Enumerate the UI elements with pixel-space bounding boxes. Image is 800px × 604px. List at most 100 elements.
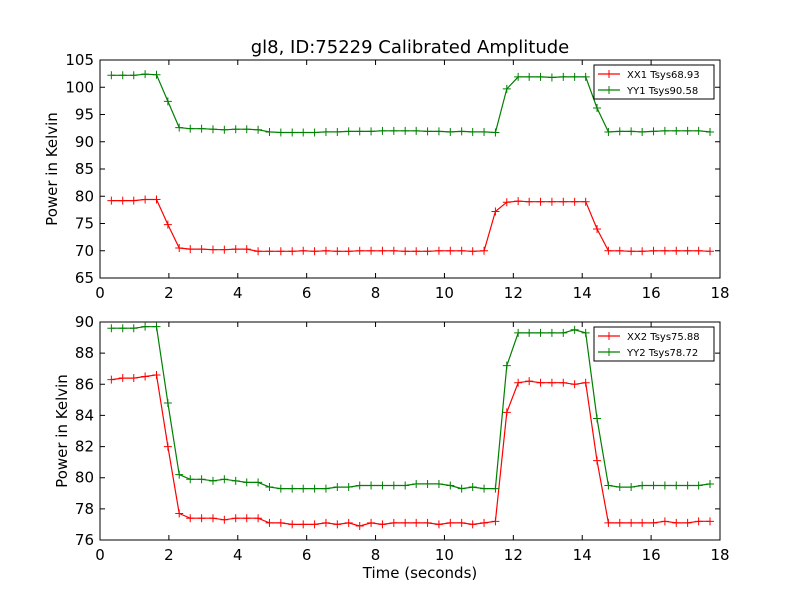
y-tick-label: 80	[75, 187, 94, 205]
data-point-marker	[615, 518, 624, 527]
data-point-marker	[502, 408, 511, 417]
data-point-marker	[265, 247, 274, 256]
data-point-marker	[367, 518, 376, 527]
x-tick-label: 8	[371, 284, 381, 302]
legend-marker	[605, 348, 613, 356]
data-point-marker	[514, 328, 523, 337]
y-tick-label: 82	[75, 438, 94, 456]
data-point-marker	[570, 325, 579, 334]
data-point-marker	[299, 128, 308, 137]
data-point-marker	[480, 518, 489, 527]
data-point-marker	[468, 520, 477, 529]
y-tick-label: 105	[65, 51, 94, 69]
data-point-marker	[581, 378, 590, 387]
data-point-marker	[491, 207, 500, 216]
data-point-marker	[276, 247, 285, 256]
data-point-marker	[457, 518, 466, 527]
data-point-marker	[107, 196, 116, 205]
data-point-marker	[344, 483, 353, 492]
data-point-marker	[502, 361, 511, 370]
chart-title: gl8, ID:75229 Calibrated Amplitude	[251, 37, 570, 58]
data-point-marker	[355, 127, 364, 136]
x-tick-label: 18	[710, 546, 729, 564]
data-point-marker	[638, 518, 647, 527]
data-point-marker	[536, 328, 545, 337]
data-point-marker	[197, 245, 206, 254]
legend-box	[593, 326, 715, 362]
top-subplot: 0 2 4 6 8 10 12 14 16 18 65 70 75 80 85 90 95 100 105 Power…	[43, 51, 730, 302]
data-point-marker	[163, 442, 172, 451]
data-point-marker	[242, 478, 251, 487]
legend-label: YY2 Tsys78.72	[626, 348, 698, 359]
data-point-marker	[129, 196, 138, 205]
data-point-marker	[288, 520, 297, 529]
data-point-marker	[129, 374, 138, 383]
data-point-marker	[672, 481, 681, 490]
data-point-marker	[649, 127, 658, 136]
data-point-marker	[627, 518, 636, 527]
data-point-marker	[401, 518, 410, 527]
data-point-marker	[163, 220, 172, 229]
x-tick-label: 2	[164, 284, 174, 302]
data-point-marker	[163, 97, 172, 106]
legend-label: YY1 Tsys90.58	[626, 86, 698, 97]
data-point-marker	[446, 127, 455, 136]
legend-marker	[605, 332, 613, 340]
data-point-marker	[446, 481, 455, 490]
y-tick-label: 90	[75, 313, 94, 331]
data-point-marker	[706, 127, 715, 136]
data-point-marker	[683, 246, 692, 255]
data-point-marker	[186, 514, 195, 523]
data-point-marker	[231, 125, 240, 134]
x-tick-label: 16	[642, 546, 661, 564]
data-point-marker	[367, 127, 376, 136]
x-tick-label: 10	[435, 546, 454, 564]
data-point-marker	[627, 247, 636, 256]
data-point-marker	[378, 246, 387, 255]
data-point-marker	[559, 197, 568, 206]
data-point-marker	[321, 484, 330, 493]
data-point-marker	[208, 514, 217, 523]
legend-label: XX2 Tsys75.88	[627, 332, 700, 343]
data-point-marker	[163, 398, 172, 407]
data-point-marker	[107, 324, 116, 333]
data-point-marker	[299, 484, 308, 493]
data-point-marker	[457, 127, 466, 136]
x-tick-label: 2	[164, 546, 174, 564]
data-point-marker	[706, 479, 715, 488]
data-point-marker	[344, 518, 353, 527]
data-point-marker	[107, 375, 116, 384]
data-point-marker	[649, 246, 658, 255]
x-tick-label: 4	[233, 284, 243, 302]
data-point-marker	[265, 127, 274, 136]
y-tick-label: 76	[75, 531, 94, 549]
data-point-marker	[457, 246, 466, 255]
data-point-marker	[152, 370, 161, 379]
data-point-marker	[694, 246, 703, 255]
legend: XX2 Tsys75.88 YY2 Tsys78.72	[593, 326, 715, 362]
bottom-subplot: 0 2 4 6 8 10 12 14 16 18 76 78 80 82 84 86 88 90 Power in …	[53, 313, 730, 582]
data-point-marker	[514, 72, 523, 81]
data-point-marker	[604, 127, 613, 136]
data-point-marker	[186, 245, 195, 254]
data-point-marker	[152, 195, 161, 204]
data-point-marker	[276, 128, 285, 137]
data-point-marker	[457, 484, 466, 493]
data-point-marker	[559, 72, 568, 81]
data-point-marker	[683, 518, 692, 527]
data-point-marker	[254, 125, 263, 134]
data-point-marker	[412, 479, 421, 488]
data-point-marker	[401, 481, 410, 490]
data-point-marker	[649, 481, 658, 490]
x-tick-label: 14	[573, 284, 592, 302]
data-point-marker	[468, 127, 477, 136]
data-point-marker	[672, 246, 681, 255]
data-point-marker	[231, 514, 240, 523]
data-point-marker	[220, 475, 229, 484]
data-point-marker	[367, 246, 376, 255]
data-point-marker	[593, 224, 602, 233]
data-point-marker	[694, 126, 703, 135]
data-point-marker	[525, 377, 534, 386]
legend: XX1 Tsys68.93 YY1 Tsys90.58	[593, 64, 715, 100]
